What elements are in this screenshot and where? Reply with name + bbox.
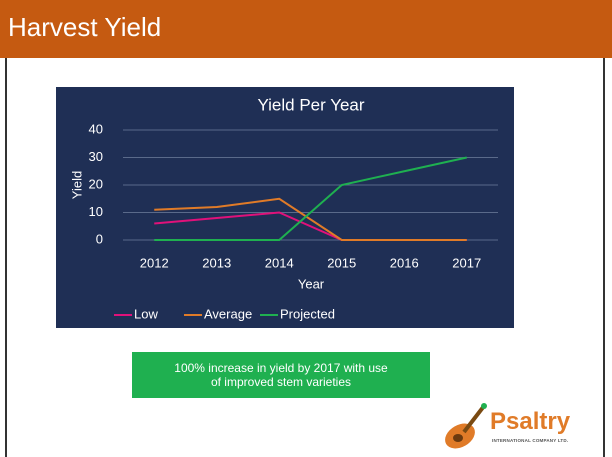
note-line: 100% increase in yield by 2017 with use [174,361,388,375]
note-line: of improved stem varieties [210,375,352,389]
y-tick-label: 0 [96,231,103,246]
logo-subtitle: INTERNATIONAL COMPANY LTD. [492,438,569,443]
chart: Yield Per Year Yield Year 0 10 20 30 40 2012 2… [56,87,514,328]
header-bar: Harvest Yield [0,0,612,58]
x-tick-label: 2017 [452,255,481,270]
note-box: 100% increase in yield by 2017 with use … [132,352,430,398]
y-axis-label: Yield [69,171,84,199]
x-tick-label: 2015 [327,255,356,270]
chart-title: Yield Per Year [257,95,364,114]
logo-icon [445,403,487,449]
y-tick-label: 20 [89,176,103,191]
slide-frame [5,58,605,457]
legend-label: Low [134,306,158,321]
chart-background [56,87,514,328]
x-tick-label: 2014 [265,255,294,270]
logo-name: Psaltry [490,408,571,435]
logo: Psaltry INTERNATIONAL COMPANY LTD. [440,400,600,455]
series-line [154,156,467,241]
y-tick-label: 40 [89,121,103,136]
slide-title: Harvest Yield [8,12,162,42]
x-tick-label: 2013 [202,255,231,270]
x-axis-label: Year [298,276,325,291]
y-tick-label: 30 [89,149,103,164]
x-tick-label: 2012 [140,255,169,270]
legend-label: Projected [280,306,335,321]
x-tick-label: 2016 [390,255,419,270]
series-line [154,197,467,241]
y-tick-label: 10 [89,204,103,219]
legend-label: Average [204,306,252,321]
